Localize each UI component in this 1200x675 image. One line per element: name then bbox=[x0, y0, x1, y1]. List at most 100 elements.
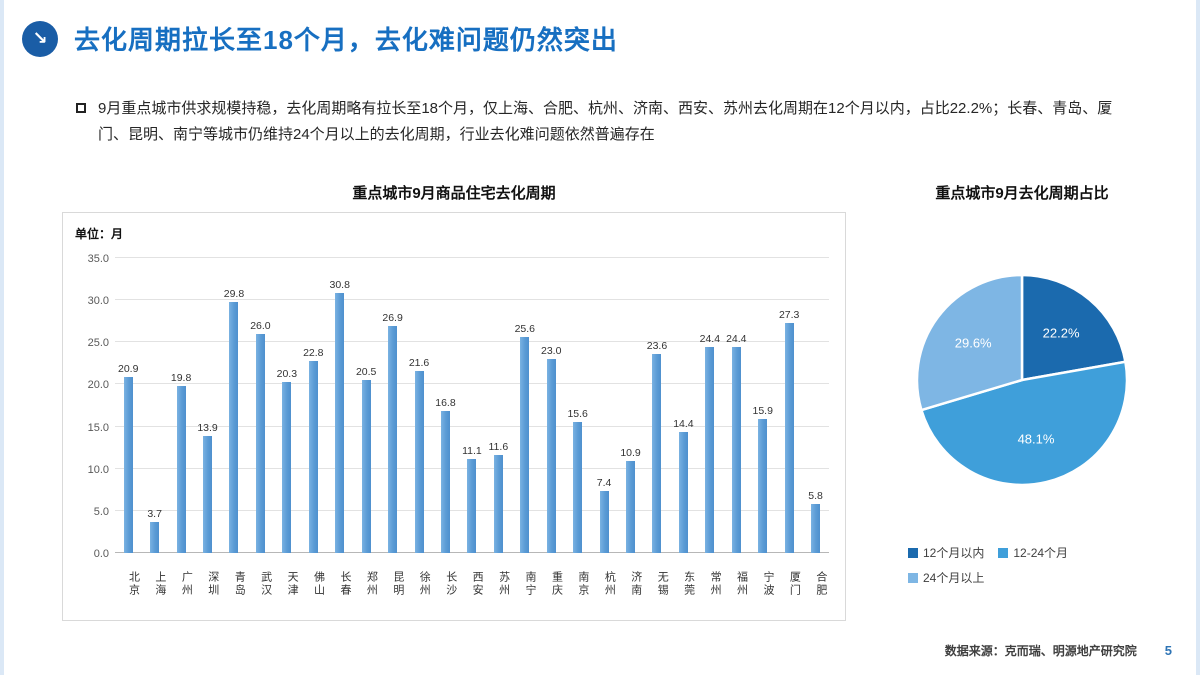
bar bbox=[493, 455, 503, 553]
bar-column: 7.4 bbox=[591, 477, 617, 553]
bar-value-label: 27.3 bbox=[778, 308, 800, 321]
bar bbox=[731, 347, 741, 553]
bar-column: 30.8 bbox=[327, 279, 353, 553]
legend-swatch-icon bbox=[908, 572, 918, 583]
bar-value-label: 15.9 bbox=[752, 405, 773, 417]
bar-x-label: 东莞 bbox=[682, 571, 695, 597]
bar-x-label: 郑州 bbox=[365, 571, 378, 597]
right-edge-decoration bbox=[1196, 0, 1200, 675]
bar bbox=[626, 461, 636, 553]
bar-x-label: 上海 bbox=[153, 571, 166, 597]
pie-chart-title: 重点城市9月去化周期占比 bbox=[935, 185, 1109, 202]
bar-value-label: 29.8 bbox=[223, 287, 245, 300]
bar-columns: 20.9 3.7 19.8 13.9 29.8 26.0 20.3 22.8 30.8 20.5 2… bbox=[115, 258, 829, 553]
page-number: 5 bbox=[1164, 643, 1172, 658]
legend-label: 12-24个月 bbox=[1013, 546, 1069, 560]
charts-row: 重点城市9月商品住宅去化周期 单位：月 0.0 5.0 10.0 15.0 20.0 25… bbox=[62, 182, 1172, 621]
bar-value-label: 20.9 bbox=[118, 362, 139, 375]
y-tick-label: 15.0 bbox=[87, 421, 109, 434]
y-tick-label: 5.0 bbox=[93, 505, 109, 518]
bar-column: 11.1 bbox=[459, 445, 485, 553]
bar-value-label: 15.6 bbox=[567, 407, 588, 420]
bar-chart-card: 单位：月 0.0 5.0 10.0 15.0 20.0 25.0 30.0 35.0 20.9… bbox=[62, 212, 846, 621]
bar-x-label: 无锡 bbox=[656, 571, 669, 597]
y-tick-label: 30.0 bbox=[87, 295, 109, 308]
bar-x-label: 合肥 bbox=[814, 571, 827, 597]
bar-value-label: 13.9 bbox=[197, 421, 218, 434]
bar bbox=[467, 459, 477, 553]
bar bbox=[573, 421, 583, 553]
data-source: 数据来源：克而瑞、明源地产研究院 bbox=[944, 644, 1137, 658]
y-tick-label: 20.0 bbox=[87, 379, 109, 392]
bar-x-label: 天津 bbox=[286, 571, 299, 597]
legend-swatch-icon bbox=[998, 547, 1009, 558]
bar-value-label: 3.7 bbox=[147, 507, 162, 520]
bar-value-label: 11.6 bbox=[488, 441, 509, 454]
bar-value-label: 5.8 bbox=[808, 490, 823, 503]
y-tick-label: 0.0 bbox=[93, 548, 109, 560]
bar bbox=[150, 521, 160, 553]
bar-x-label: 昆明 bbox=[391, 571, 404, 597]
y-tick-label: 35.0 bbox=[87, 253, 109, 265]
bar-column: 29.8 bbox=[221, 288, 247, 553]
bar-column: 13.9 bbox=[194, 422, 220, 553]
bar bbox=[652, 354, 662, 553]
bar bbox=[176, 386, 186, 553]
pie-svg: 22.2% 48.1% 29.6% bbox=[915, 273, 1129, 487]
bar-value-label: 21.6 bbox=[408, 356, 430, 369]
bar-column: 22.8 bbox=[300, 347, 326, 553]
gridline bbox=[115, 425, 829, 427]
bar bbox=[678, 431, 688, 553]
bar-value-label: 7.4 bbox=[596, 476, 612, 489]
bar-column: 11.6 bbox=[485, 441, 511, 553]
bar-x-label: 北京 bbox=[127, 571, 140, 597]
gridline bbox=[115, 299, 829, 301]
bar-column: 26.9 bbox=[379, 312, 405, 553]
bar-x-label: 重庆 bbox=[550, 571, 563, 597]
unit-label: 单位：月 bbox=[75, 227, 124, 241]
bar-value-label: 20.5 bbox=[355, 366, 377, 379]
bar bbox=[229, 301, 239, 553]
bar-x-label: 常州 bbox=[709, 571, 722, 597]
bar-column: 26.0 bbox=[247, 320, 273, 553]
bar-column: 19.8 bbox=[168, 372, 194, 553]
bar bbox=[520, 337, 530, 553]
bar-x-labels: 北京 上海 广州 深圳 青岛 武汉 天津 佛山 长春 郑州 昆明 徐州 长沙 西安 苏州 南宁 重庆 南京 杭州 济南… bbox=[115, 558, 829, 610]
bar-column: 3.7 bbox=[141, 508, 167, 553]
bar bbox=[758, 419, 768, 553]
bar bbox=[784, 322, 794, 553]
bar-x-label: 佛山 bbox=[312, 571, 325, 597]
bullet-text: 9月重点城市供求规模持稳，去化周期略有拉长至18个月，仅上海、合肥、杭州、济南、… bbox=[98, 100, 1113, 143]
bar-x-label: 南宁 bbox=[524, 571, 536, 597]
bar-value-label: 24.4 bbox=[726, 333, 747, 346]
bar-value-label: 19.8 bbox=[170, 372, 192, 385]
bar-x-label: 青岛 bbox=[233, 571, 246, 597]
bar-value-label: 10.9 bbox=[620, 447, 641, 460]
bar-value-label: 26.9 bbox=[382, 312, 403, 325]
pie-slice-label: 29.6% bbox=[955, 336, 992, 351]
bar-column: 20.5 bbox=[353, 366, 379, 553]
bar bbox=[308, 360, 318, 553]
bar-column: 27.3 bbox=[776, 309, 802, 553]
legend-item: 12个月以内 bbox=[908, 544, 984, 561]
bar-column: 20.3 bbox=[274, 368, 300, 553]
bar-x-label: 深圳 bbox=[206, 571, 219, 597]
bar-column: 10.9 bbox=[617, 447, 643, 553]
bar-column: 25.6 bbox=[512, 323, 538, 553]
bar-x-label: 广州 bbox=[180, 571, 193, 597]
legend-label: 24个月以上 bbox=[923, 571, 985, 585]
bar bbox=[282, 381, 292, 553]
bar-column: 24.4 bbox=[697, 333, 723, 553]
pie-slice bbox=[915, 273, 1024, 412]
bar-column: 23.6 bbox=[644, 340, 670, 553]
bar-x-label: 徐州 bbox=[418, 571, 431, 597]
bar-value-label: 11.1 bbox=[462, 445, 482, 458]
footer: 数据来源：克而瑞、明源地产研究院 5 bbox=[945, 642, 1172, 659]
bar bbox=[440, 411, 450, 553]
bar-column: 14.4 bbox=[670, 418, 696, 553]
bar-chart-title: 重点城市9月商品住宅去化周期 bbox=[352, 185, 556, 202]
legend-swatch-icon bbox=[908, 547, 918, 558]
bar-column: 24.4 bbox=[723, 333, 749, 553]
bar bbox=[255, 333, 265, 553]
